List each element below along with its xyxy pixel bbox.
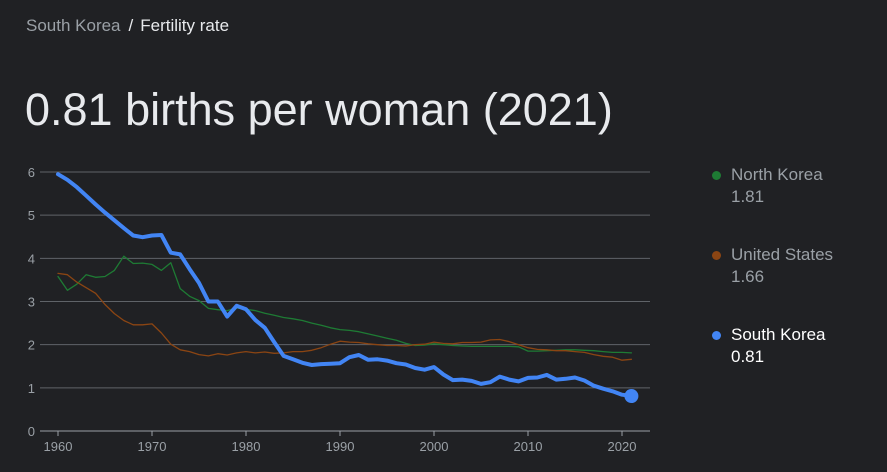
series-line-south-korea[interactable] xyxy=(56,172,634,398)
y-tick-label: 1 xyxy=(28,381,35,396)
x-tick-label: 2000 xyxy=(420,439,449,454)
x-tick-label: 2020 xyxy=(608,439,637,454)
x-tick-label: 1970 xyxy=(138,439,167,454)
latest-value-marker[interactable] xyxy=(624,389,639,404)
legend-dot-united-states xyxy=(712,251,721,260)
legend-value: 1.81 xyxy=(731,187,765,206)
y-tick-label: 2 xyxy=(28,338,35,353)
breadcrumb-separator: / xyxy=(128,16,134,35)
legend-name: United States xyxy=(731,245,834,264)
legend-name: South Korea xyxy=(731,325,826,344)
legend-value: 0.81 xyxy=(731,347,765,366)
headline-value: 0.81 births per woman (2021) xyxy=(25,84,613,135)
x-tick-label: 1990 xyxy=(326,439,355,454)
y-tick-label: 0 xyxy=(28,424,35,439)
series-line-united-states[interactable] xyxy=(57,272,633,361)
breadcrumb-country-link[interactable]: South Korea xyxy=(26,16,121,35)
legend-dot-south-korea xyxy=(712,331,721,340)
fertility-line-chart[interactable]: 0 1 2 3 4 5 6 1960 1970 1980 1990 2000 2010 2020 xyxy=(0,150,700,472)
breadcrumb-current-page: Fertility rate xyxy=(140,16,230,35)
x-tick-label: 2010 xyxy=(514,439,543,454)
y-tick-label: 6 xyxy=(28,165,35,180)
legend-dot-north-korea xyxy=(712,171,721,180)
breadcrumb: South Korea / Fertility rate xyxy=(26,15,229,37)
series-line-north-korea[interactable] xyxy=(57,255,633,354)
legend-name: North Korea xyxy=(731,165,823,184)
x-tick-label: 1980 xyxy=(232,439,261,454)
y-tick-label: 3 xyxy=(28,295,35,310)
legend-value: 1.66 xyxy=(731,267,765,286)
y-tick-label: 5 xyxy=(28,208,35,223)
y-tick-label: 4 xyxy=(28,251,35,266)
x-tick-label: 1960 xyxy=(44,439,73,454)
